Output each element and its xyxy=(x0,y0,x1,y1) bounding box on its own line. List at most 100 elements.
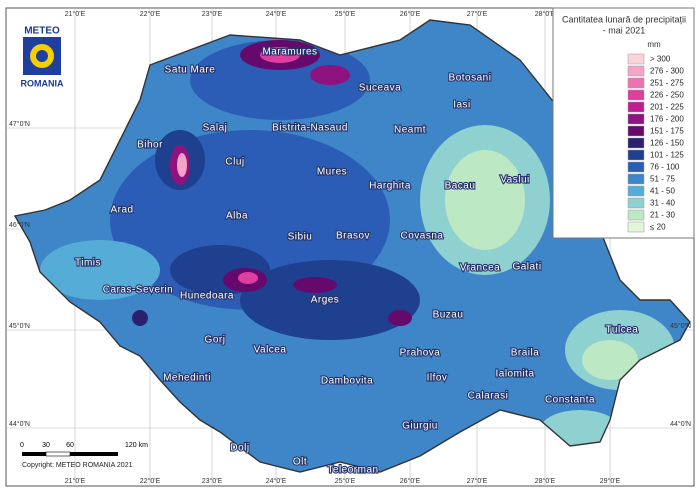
county-label: Satu Mare xyxy=(165,65,216,76)
county-label: Bacau xyxy=(445,181,476,192)
legend-swatch xyxy=(627,65,645,77)
legend-label: 226 - 250 xyxy=(650,91,684,100)
legend-label: 276 - 300 xyxy=(650,67,684,76)
copyright: Copyright: METEO ROMANIA 2021 xyxy=(22,462,133,469)
county-label: Brasov xyxy=(336,231,370,242)
county-label: Prahova xyxy=(400,348,441,359)
longitude-label: 28°0'E xyxy=(535,10,556,18)
scale-tick: 30 xyxy=(42,442,50,449)
longitude-label: 27°0'E xyxy=(467,10,488,18)
county-label: Iasi xyxy=(453,100,471,111)
county-label: Giurgiu xyxy=(402,421,438,432)
county-label: Timis xyxy=(75,258,101,269)
county-label: Hunedoara xyxy=(180,291,234,302)
county-label: Valcea xyxy=(254,345,287,356)
legend-swatch xyxy=(627,89,645,101)
legend-label: > 300 xyxy=(650,55,671,64)
legend-label: 176 - 200 xyxy=(650,115,684,124)
county-label: Arad xyxy=(110,205,133,216)
county-label: Tulcea xyxy=(606,325,639,336)
legend-label: 201 - 225 xyxy=(650,103,684,112)
longitude-label: 29°0'E xyxy=(600,477,621,485)
longitude-label: 22°0'E xyxy=(140,10,161,18)
legend-unit: mm xyxy=(647,40,661,49)
latitude-label: 44°0'N xyxy=(9,420,30,428)
legend-swatch xyxy=(627,221,645,233)
county-label: Harghita xyxy=(369,181,411,192)
legend-swatch xyxy=(627,161,645,173)
longitude-label: 28°0'E xyxy=(535,477,556,485)
legend-label: 41 - 50 xyxy=(650,187,675,196)
legend-subtitle: - mai 2021 xyxy=(603,25,646,35)
longitude-label: 27°0'E xyxy=(467,477,488,485)
legend-swatch xyxy=(627,209,645,221)
scale-tick: 60 xyxy=(66,442,74,449)
county-label: Buzau xyxy=(433,310,464,321)
longitude-label: 21°0'E xyxy=(65,477,86,485)
county-label: Covasna xyxy=(401,231,444,242)
legend: Cantitatea lunară de precipitații - mai … xyxy=(552,7,695,239)
legend-swatch xyxy=(627,113,645,125)
latitude-label: 45°0'N xyxy=(670,322,691,330)
county-label: Galati xyxy=(512,262,541,273)
county-label: Teleorman xyxy=(327,465,378,476)
legend-swatch xyxy=(627,197,645,209)
legend-swatch xyxy=(627,149,645,161)
county-label: Ilfov xyxy=(427,373,448,384)
logo-core xyxy=(36,50,48,62)
legend-label: 251 - 275 xyxy=(650,79,684,88)
county-label: Cluj xyxy=(225,157,244,168)
longitude-label: 24°0'E xyxy=(266,10,287,18)
legend-label: ≤ 20 xyxy=(650,223,666,232)
county-label: Bihor xyxy=(137,140,163,151)
legend-swatch xyxy=(627,101,645,113)
county-label: Suceava xyxy=(359,83,401,94)
legend-title: Cantitatea lunară de precipitații xyxy=(562,14,686,24)
logo-bottom: ROMANIA xyxy=(21,78,64,88)
legend-swatch xyxy=(627,125,645,137)
latitude-label: 46°0'N xyxy=(9,221,30,229)
longitude-label: 23°0'E xyxy=(202,477,223,485)
logo: METEO ROMANIA xyxy=(21,26,64,89)
legend-swatch xyxy=(627,185,645,197)
legend-label: 151 - 175 xyxy=(650,127,684,136)
legend-label: 31 - 40 xyxy=(650,199,675,208)
county-label: Mures xyxy=(317,167,347,178)
legend-swatch xyxy=(627,53,645,65)
legend-label: 101 - 125 xyxy=(650,151,684,160)
county-label: Constanta xyxy=(545,395,595,406)
longitude-label: 22°0'E xyxy=(140,477,161,485)
county-label: Gorj xyxy=(205,335,226,346)
labels: 21°0'E 21°0'E 22°0'E 22°0'E 23°0'E 23°0'E 24°0… xyxy=(9,10,691,485)
legend-swatch xyxy=(627,137,645,149)
longitude-label: 25°0'E xyxy=(335,477,356,485)
longitude-label: 25°0'E xyxy=(335,10,356,18)
county-label: Bistrita-Nasaud xyxy=(272,123,348,134)
longitude-label: 21°0'E xyxy=(65,10,86,18)
legend-box xyxy=(552,7,695,239)
scale-tick: 120 km xyxy=(125,442,148,449)
scale-bar: 0 30 60 120 km Copyright: METEO ROMANIA … xyxy=(20,442,148,469)
county-label: Vrancea xyxy=(460,263,500,274)
county-label: Dolj xyxy=(230,443,249,454)
legend-label: 51 - 75 xyxy=(650,175,675,184)
county-label: Botosani xyxy=(449,73,492,84)
scale-tick: 0 xyxy=(20,442,24,449)
county-label: Neamt xyxy=(394,125,426,136)
legend-swatch xyxy=(627,77,645,89)
latitude-label: 47°0'N xyxy=(9,120,30,128)
county-label: Salaj xyxy=(203,123,228,134)
legend-label: 21 - 30 xyxy=(650,211,675,220)
county-label: Mehedinti xyxy=(163,373,211,384)
legend-label: 76 - 100 xyxy=(650,163,680,172)
longitude-label: 24°0'E xyxy=(266,477,287,485)
county-label: Arges xyxy=(311,295,340,306)
latitude-label: 44°0'N xyxy=(670,420,691,428)
frame xyxy=(5,7,695,487)
county-label: Vaslui xyxy=(500,175,530,186)
longitude-label: 26°0'E xyxy=(400,477,421,485)
county-label: Calarasi xyxy=(468,391,509,402)
county-label: Sibiu xyxy=(288,232,313,243)
longitude-label: 26°0'E xyxy=(400,10,421,18)
